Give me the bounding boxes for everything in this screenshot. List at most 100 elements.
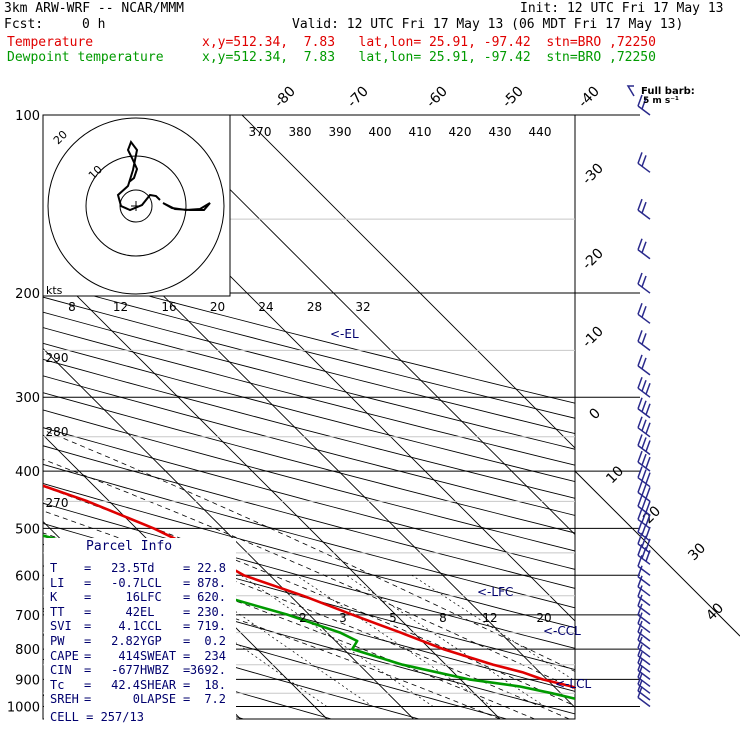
wind-barb-staff: [637, 576, 651, 587]
parcel-value: 414: [118, 648, 140, 663]
hodograph-speed-tick: 12: [113, 300, 128, 314]
forecast-label: Fcst:: [4, 17, 44, 32]
wind-barb-flag: [645, 500, 651, 513]
wind-barb-flag: [641, 547, 647, 559]
hodograph-trace-north: [116, 139, 161, 212]
hodograph-trace-east: [162, 202, 211, 212]
isotherm-label: -40: [575, 83, 602, 110]
wind-barb-flag: [637, 636, 643, 649]
wind-barb-staff: [637, 313, 651, 324]
dry-adiabat: [43, 311, 575, 450]
wind-barb-staff: [637, 505, 651, 516]
theta-label: 410: [409, 125, 432, 139]
mixing-ratio-label: 8: [439, 611, 447, 625]
parcel-equals: =: [84, 633, 92, 648]
dry-adiabat: [43, 610, 420, 719]
parcel-equals: =: [183, 619, 191, 634]
wind-barb-flag: [637, 554, 643, 567]
wind-barb-flag: [637, 481, 643, 493]
parcel-value: 22.8: [197, 561, 226, 575]
wind-barb-flag: [637, 303, 643, 315]
wind-barb-staff: [637, 283, 651, 294]
wind-barb-flag: [637, 644, 643, 656]
parcel-key: SREH: [50, 692, 79, 707]
valid-time: Valid: 12 UTC Fri 17 May 13 (06 MDT Fri …: [292, 17, 684, 32]
parcel-key: Tc: [50, 677, 65, 692]
wind-barb-flag: [637, 651, 643, 664]
parcel-value: -0.7: [111, 575, 140, 590]
mixing-ratio-line: [240, 575, 434, 707]
wind-barb: [637, 152, 651, 173]
isotherm-label: -10: [579, 323, 606, 350]
temperature-legend-info: x,y=512.34, 7.83 lat,lon= 25.91, -97.42 …: [202, 35, 656, 50]
theta-label: 430: [489, 125, 512, 139]
parcel-equals: =: [183, 561, 191, 575]
wind-barb: [637, 272, 651, 294]
isotherm-label: -50: [499, 83, 526, 110]
mixing-ratio-label: 5: [389, 611, 397, 625]
level-marker: <-LCL: [555, 677, 591, 691]
wind-barb-flag: [645, 456, 651, 469]
wind-barb-flag: [641, 469, 647, 481]
hodograph: 10 20 kts: [42, 114, 231, 297]
parcel-key: SHEAR: [140, 677, 177, 692]
wind-barb-flag: [641, 437, 647, 449]
wind-barb-flag: [637, 532, 643, 545]
isotherm: [241, 115, 575, 449]
wind-barb-flag: [637, 238, 643, 251]
wind-barb-flag: [645, 487, 651, 499]
parcel-row: PW 2.82 YGP 0.2 = =: [50, 634, 234, 649]
barb-legend-unit: 5 m s⁻¹: [643, 96, 679, 106]
wind-barb: [637, 94, 651, 116]
wind-barb: [637, 450, 651, 472]
mixing-ratio-label: 20: [536, 611, 551, 625]
wind-barb-flag: [637, 198, 643, 211]
parcel-equals: =: [84, 692, 92, 707]
parcel-row: SVI 4.1 CCL 719. = =: [50, 619, 234, 634]
parcel-key: CCL: [140, 619, 162, 634]
wind-barb-flag: [641, 535, 647, 548]
wind-barb-flag: [645, 440, 651, 452]
parcel-key: LFC: [140, 590, 162, 605]
forecast-hour: 0 h: [82, 17, 106, 32]
barb-legend: Full barb: 5 m s⁻¹: [626, 85, 695, 106]
wind-barb: [637, 585, 651, 607]
mixing-ratio-label: 12: [482, 611, 497, 625]
wind-barb-staff: [637, 565, 651, 576]
parcel-equals: =: [183, 677, 191, 692]
wind-barb-flag: [641, 453, 647, 466]
wind-barb: [637, 679, 651, 701]
wind-barb-flag: [645, 538, 651, 551]
wind-barb: [637, 330, 651, 351]
moist-adiabat: [43, 429, 575, 672]
parcel-equals: =: [84, 590, 92, 605]
dry-adiabat: [43, 267, 575, 404]
parcel-key: LCL: [140, 575, 162, 590]
parcel-value: 719.: [197, 619, 226, 634]
theta-label: 380: [289, 125, 312, 139]
parcel-value: 18.: [204, 677, 226, 692]
parcel-value: 16: [125, 590, 140, 605]
wind-barb-flag: [641, 357, 647, 370]
parcel-key: LI: [50, 575, 65, 590]
hodograph-speed-tick: 24: [258, 300, 273, 314]
wind-barb-staff: [637, 531, 651, 542]
wind-barb-staff: [637, 365, 651, 376]
wind-barb-flag: [641, 97, 647, 110]
level-marker: <-EL: [330, 327, 359, 341]
parcel-key: YGP: [140, 633, 162, 648]
init-time: Init: 12 UTC Fri 17 May 13: [520, 1, 724, 16]
wind-barb-flag: [637, 466, 643, 478]
wind-barb-flag: [637, 520, 643, 533]
moist-adiabat: [43, 458, 575, 690]
isotherm-label: 10: [603, 463, 627, 487]
dry-adiabat: [43, 296, 575, 435]
parcel-equals: =: [183, 575, 191, 590]
wind-barb-staff: [637, 543, 651, 554]
theta-label-low: 280: [46, 425, 69, 439]
pressure-label: 100: [15, 109, 40, 124]
wind-barb-flag: [637, 508, 643, 520]
pressure-label: 800: [15, 643, 40, 658]
wind-barb: [637, 659, 651, 681]
